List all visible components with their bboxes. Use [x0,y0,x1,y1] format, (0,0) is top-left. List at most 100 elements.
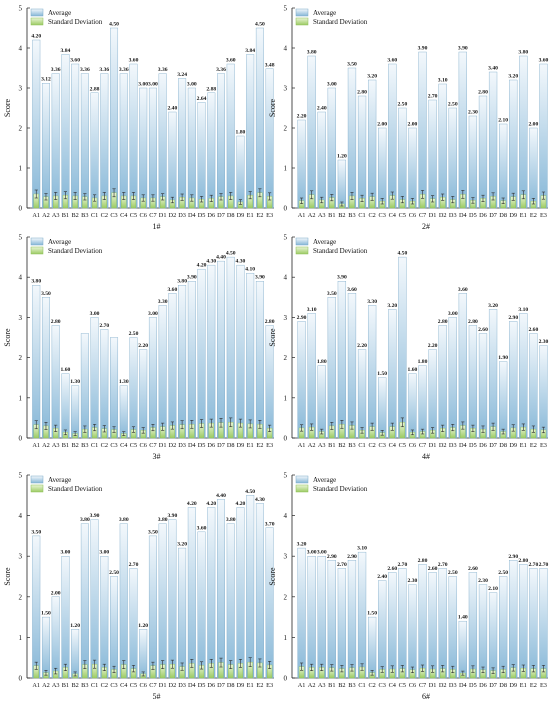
average-value-label: 3.00 [307,550,317,556]
average-bar [139,87,148,209]
y-tick-label: 0 [19,205,23,213]
average-value-label: 2.60 [387,566,397,572]
legend-label-std-dev: Standard Deviation [48,485,103,493]
average-bar [499,576,508,679]
average-value-label: 4.50 [226,251,236,257]
average-value-label: 2.90 [508,554,518,560]
average-bar [327,87,336,209]
x-tick-label: A1 [32,442,40,449]
x-tick-label: C2 [368,682,375,689]
legend-label-std-dev: Standard Deviation [313,247,368,255]
x-tick-label: D6 [207,682,215,689]
average-bar [499,361,508,439]
y-tick-label: 5 [19,5,23,13]
average-value-label: 3.00 [61,550,71,556]
x-tick-label: C4 [120,442,128,449]
panel-caption: 6# [422,692,430,701]
average-value-label: 3.60 [226,58,236,64]
average-bar [129,568,138,679]
average-bar [51,73,60,209]
x-tick-label: D6 [479,212,487,219]
x-tick-label: D1 [159,442,167,449]
average-bar [307,55,316,209]
average-value-label: 2.50 [448,570,458,576]
average-bar [519,55,528,209]
average-value-label: 3.80 [31,279,41,285]
average-value-label: 3.60 [129,58,139,64]
average-value-label: 2.40 [167,106,177,112]
average-value-label: 3.80 [518,50,528,56]
average-bar [100,329,109,439]
x-tick-label: D8 [499,442,507,449]
average-bar [255,27,264,209]
average-value-label: 3.50 [327,291,337,297]
x-tick-label: D4 [459,682,468,689]
average-bar [80,523,89,679]
y-tick-label: 4 [284,274,288,282]
x-tick-label: C6 [409,212,416,219]
legend-label-std-dev: Standard Deviation [313,18,368,26]
average-bar [168,519,177,679]
y-tick-label: 3 [284,85,288,93]
x-tick-label: E1 [247,682,254,689]
x-tick-label: D6 [479,442,487,449]
average-value-label: 2.80 [265,319,275,325]
legend-label-std-dev: Standard Deviation [313,485,368,493]
average-value-label: 2.30 [478,578,488,584]
x-tick-label: C4 [120,212,128,219]
chart-panel-3: 0 1 2 3 4 5 Score 3.80 A1 3.50 A2 2.80 A3 1.60 B1 1.30 B… [3,234,275,462]
average-bar [428,572,437,679]
average-bar [119,385,128,439]
average-bar [468,572,478,679]
y-tick-label: 3 [19,85,23,93]
average-value-label: 1.50 [367,611,377,617]
average-bar [51,596,60,679]
x-tick-label: D1 [429,212,437,219]
average-bar [158,73,167,209]
average-bar [438,325,447,439]
x-tick-label: D9 [509,212,517,219]
average-bar [297,119,306,209]
average-value-label: 2.70 [528,562,538,568]
x-tick-label: D3 [449,682,457,689]
x-tick-label: D8 [227,442,235,449]
y-tick-label: 5 [19,472,23,480]
average-value-label: 3.50 [148,529,158,535]
average-bar [388,572,397,679]
average-value-label: 3.50 [31,529,41,535]
legend-swatch-average [30,475,44,484]
average-value-label: 3.36 [119,67,129,73]
average-bar [509,79,518,209]
x-tick-label: D6 [207,212,215,219]
x-tick-label: C5 [399,212,406,219]
x-tick-label: D5 [469,682,477,689]
average-bar [337,568,347,679]
x-tick-label: E3 [266,442,273,449]
average-value-label: 3.80 [177,279,187,285]
x-tick-label: C2 [101,212,108,219]
y-tick-label: 3 [284,314,288,322]
y-axis-title: Score [268,328,277,347]
x-tick-label: D1 [159,682,167,689]
x-tick-label: A2 [42,682,50,689]
average-bar [367,79,377,209]
average-value-label: 3.84 [245,48,255,54]
x-tick-label: C7 [149,442,156,449]
average-bar [529,333,538,439]
x-tick-label: D2 [169,442,177,449]
x-tick-label: E2 [530,212,537,219]
average-value-label: 2.90 [508,315,518,321]
legend-swatch-average [295,475,309,484]
x-tick-label: B3 [348,682,355,689]
y-tick-label: 5 [284,234,288,242]
x-tick-label: C2 [368,212,375,219]
average-bar [217,499,225,679]
average-bar [265,527,274,679]
x-tick-label: D4 [188,212,197,219]
average-value-label: 3.84 [61,48,71,54]
average-bar [61,373,70,439]
average-bar [41,616,50,679]
y-tick-label: 1 [19,394,23,402]
average-bar [129,63,138,209]
average-bar [158,305,167,439]
